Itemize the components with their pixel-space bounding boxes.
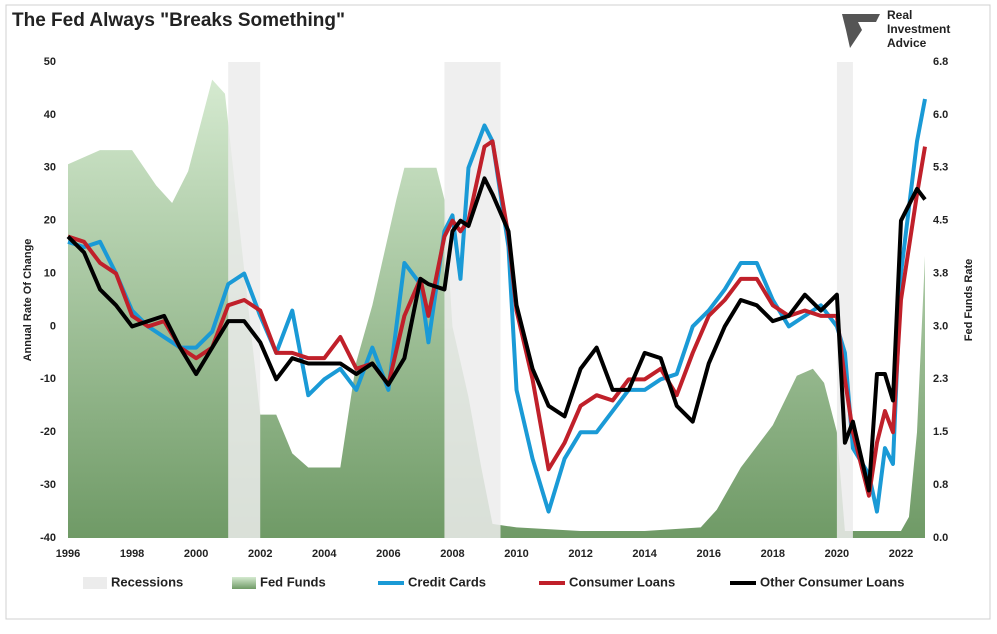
y-tick-label: 30 (44, 162, 56, 174)
legend-swatch (83, 577, 107, 589)
x-tick-label: 2006 (376, 548, 400, 560)
y2-tick-label: 2.3 (933, 373, 948, 385)
y-axis-label: Annual Rate Of Change (22, 239, 34, 362)
y2-tick-label: 6.8 (933, 56, 948, 68)
x-tick-label: 2020 (825, 548, 849, 560)
y2-tick-label: 5.3 (933, 162, 948, 174)
legend-label: Consumer Loans (569, 574, 675, 589)
logo-text: Investment (887, 22, 950, 36)
y-tick-label: 20 (44, 215, 56, 227)
y2-tick-label: 6.0 (933, 109, 948, 121)
logo: Real Investment Advice (842, 8, 950, 50)
y2-tick-label: 4.5 (933, 215, 948, 227)
y-tick-label: -40 (40, 532, 56, 544)
y-tick-label: -20 (40, 426, 56, 438)
x-tick-label: 2014 (632, 548, 657, 560)
legend-swatch (232, 577, 256, 589)
line (66, 176, 927, 493)
y2-tick-label: 1.5 (933, 426, 948, 438)
y2-tick-label: 3.8 (933, 267, 948, 279)
x-tick-label: 1996 (56, 548, 80, 560)
logo-mark (842, 14, 880, 48)
x-tick-label: 2022 (889, 548, 913, 560)
x-tick-label: 2018 (761, 548, 785, 560)
legend-label: Credit Cards (408, 574, 486, 589)
x-tick-label: 2000 (184, 548, 208, 560)
y-tick-label: -30 (40, 479, 56, 491)
recession-band (836, 62, 853, 538)
x-tick-label: 2012 (568, 548, 592, 560)
chart-title: The Fed Always "Breaks Something" (12, 10, 345, 31)
x-tick-label: 2008 (440, 548, 464, 560)
logo-text: Real (887, 8, 912, 22)
y-tick-label: 0 (50, 320, 56, 332)
y-tick-label: 40 (44, 109, 56, 121)
y2-axis-label: Fed Funds Rate (963, 259, 975, 342)
y2-tick-label: 0.0 (933, 532, 948, 544)
x-tick-label: 2016 (697, 548, 721, 560)
legend-label: Fed Funds (260, 574, 326, 589)
y-tick-label: 50 (44, 56, 56, 68)
legend-label: Recessions (111, 574, 183, 589)
x-tick-label: 2002 (248, 548, 272, 560)
y2-tick-label: 0.8 (933, 479, 948, 491)
y2-tick-label: 3.0 (933, 320, 948, 332)
x-tick-label: 1998 (120, 548, 144, 560)
recession-band (444, 62, 501, 538)
y-tick-label: 10 (44, 267, 56, 279)
x-tick-label: 2010 (504, 548, 528, 560)
y-tick-label: -10 (40, 373, 56, 385)
legend-label: Other Consumer Loans (760, 574, 904, 589)
logo-text: Advice (887, 36, 927, 50)
x-tick-label: 2004 (312, 548, 337, 560)
